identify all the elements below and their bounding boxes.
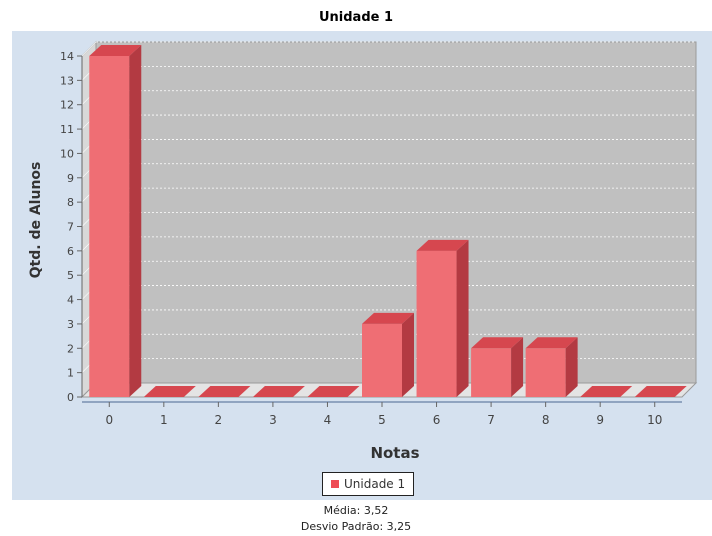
bar-side [402,312,414,397]
bar-front [416,250,457,397]
y-tick-label: 3 [67,318,74,331]
bar-side [565,337,578,397]
y-tick-label: 13 [60,74,74,87]
x-tick-label: 4 [324,413,332,427]
legend: Unidade 1 [322,472,415,496]
bar-top [580,386,633,397]
y-tick-label: 4 [67,294,74,307]
bar-top [525,337,578,349]
x-tick-label: 2 [215,413,223,427]
y-tick-label: 0 [67,391,74,404]
x-tick-label: 5 [378,413,386,427]
stat-std-dev: Desvio Padrão: 3,25 [300,520,412,533]
y-tick-label: 14 [60,50,74,63]
bar-front [525,348,566,397]
y-tick-label: 5 [67,269,74,282]
y-tick-label: 1 [67,367,74,380]
y-tick-label: 6 [67,245,74,258]
y-tick-label: 9 [67,172,74,185]
bar-front [89,56,130,397]
x-axis-label: Notas [370,444,419,462]
bar-top [252,386,305,397]
x-tick-label: 1 [160,413,168,427]
bar-side [129,45,142,397]
x-tick-label: 8 [542,413,550,427]
bar-top [89,45,142,56]
x-tick-label: 3 [269,413,277,427]
y-tick-label: 10 [60,147,74,160]
bar-side [456,239,469,397]
bar-side [511,337,524,397]
bar-top [198,386,251,397]
bar-top [143,386,196,397]
y-tick-label: 7 [67,221,74,234]
chart-title: Unidade 1 [318,10,394,25]
x-tick-label: 7 [487,413,495,427]
legend-label: Unidade 1 [344,477,406,491]
stat-mean: Média: 3,52 [323,504,389,517]
bar-top [307,386,360,397]
bar-front [471,348,512,397]
y-tick-label: 2 [67,342,74,355]
bar-top [471,337,524,349]
gridline [81,41,97,57]
bars [89,45,687,397]
bar-top [634,386,687,397]
legend-swatch [331,480,339,488]
y-axis-label: Qtd. de Alunos [28,162,44,279]
x-tick-label: 10 [647,413,662,427]
bar-top [416,239,469,251]
x-tick-label: 6 [433,413,441,427]
y-tick-label: 8 [67,196,74,209]
x-tick-label: 0 [105,413,113,427]
bar-front [362,323,402,397]
y-tick-label: 11 [60,123,74,136]
y-tick-label: 12 [60,99,74,112]
x-tick-label: 9 [596,413,604,427]
bar-top [362,312,414,324]
